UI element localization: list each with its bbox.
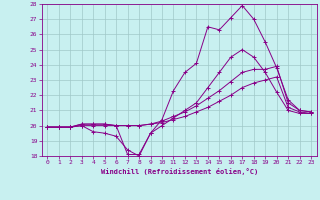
X-axis label: Windchill (Refroidissement éolien,°C): Windchill (Refroidissement éolien,°C) xyxy=(100,168,258,175)
